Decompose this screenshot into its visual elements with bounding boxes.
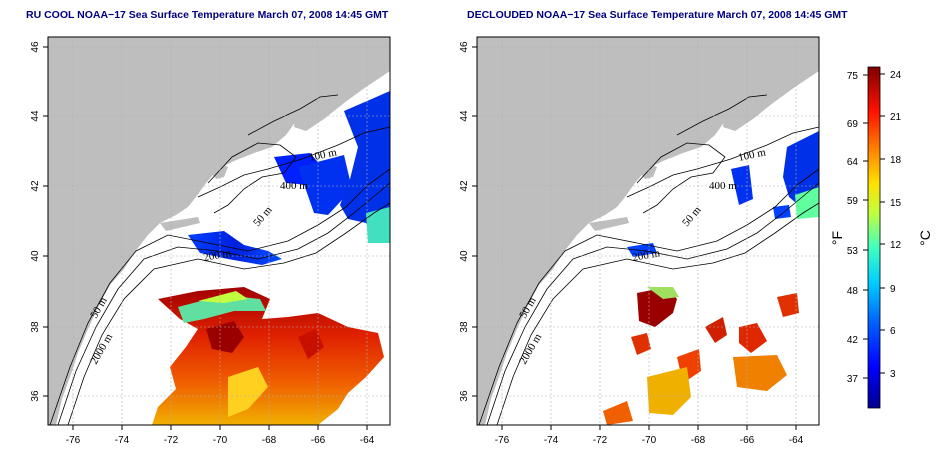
right-x-tick: -64 [789, 435, 804, 446]
right-y-tick: 38 [459, 321, 470, 333]
right-panel-title: DECLOUDED NOAA−17 Sea Surface Temperatur… [467, 9, 848, 21]
colorbar-celsius-tick: 9 [890, 284, 896, 295]
colorbar-celsius-tick: 21 [890, 112, 902, 123]
left-y-tick: 42 [30, 180, 41, 192]
left-x-tick: -70 [213, 435, 228, 446]
left-y-axis: 36 38 40 42 44 46 [30, 41, 48, 402]
left-x-tick: -64 [360, 435, 375, 446]
left-x-tick: -76 [66, 435, 81, 446]
right-map-area: 100 m 400 m 50 m 200 m 50 m 2000 m [476, 36, 820, 426]
right-contour-label-100m: 100 m [737, 146, 767, 164]
left-sst-cool-patch [144, 91, 390, 265]
left-x-tick: -66 [311, 435, 326, 446]
colorbar-fahrenheit-unit: °F [829, 231, 845, 245]
left-contour-label-200m: 200 m [202, 247, 232, 264]
colorbar-fahrenheit-tick: 48 [847, 286, 859, 297]
left-x-tick: -68 [262, 435, 277, 446]
colorbar-fahrenheit-tick: 37 [847, 374, 859, 385]
left-x-axis: -76 -74 -72 -70 -68 -66 -64 [66, 425, 375, 446]
left-y-tick: 36 [30, 390, 41, 402]
left-contour-label-400m: 400 m [280, 180, 308, 192]
right-contour-label-400m: 400 m [709, 180, 737, 192]
left-y-tick: 46 [30, 41, 41, 53]
right-y-tick: 44 [459, 110, 470, 122]
right-x-tick: -70 [642, 435, 657, 446]
colorbar-celsius-tick: 24 [890, 70, 902, 81]
left-panel-title: RU COOL NOAA−17 Sea Surface Temperature … [26, 9, 389, 21]
right-x-tick: -76 [495, 435, 510, 446]
colorbar-fahrenheit-tick: 42 [847, 335, 859, 346]
colorbar-celsius-tick: 12 [890, 240, 902, 251]
right-graticule [477, 37, 819, 425]
left-x-tick: -74 [115, 435, 130, 446]
colorbar-fahrenheit-tick: 64 [847, 157, 859, 168]
right-contour-label-200m: 200 m [631, 247, 661, 264]
left-contour-label-100m: 100 m [308, 146, 338, 164]
colorbar-fahrenheit-tick: 59 [847, 196, 859, 207]
left-y-tick: 40 [30, 250, 41, 262]
temperature-colorbar: 75 69 64 59 53 48 42 37 24 21 18 15 12 9… [829, 66, 933, 409]
right-y-tick: 46 [459, 41, 470, 53]
right-y-axis: 36 38 40 42 44 46 [459, 41, 477, 402]
left-y-tick: 38 [30, 321, 41, 333]
colorbar-celsius-tick: 3 [890, 369, 896, 380]
left-y-tick: 44 [30, 110, 41, 122]
right-sst-warm-patch [603, 287, 799, 425]
colorbar-gradient [867, 66, 881, 409]
left-map-area: 100 m 400 m 50 m 200 m 50 m 2000 m [47, 36, 391, 426]
left-sst-warm-patch [152, 287, 384, 425]
right-y-tick: 36 [459, 390, 470, 402]
colorbar-fahrenheit-tick: 53 [847, 246, 859, 257]
colorbar-celsius-tick: 18 [890, 155, 902, 166]
right-x-tick: -66 [740, 435, 755, 446]
right-map-frame [476, 36, 820, 426]
left-graticule [48, 37, 390, 425]
colorbar-celsius-tick: 15 [890, 198, 902, 209]
right-map-panel: DECLOUDED NOAA−17 Sea Surface Temperatur… [459, 9, 848, 446]
right-x-tick: -68 [691, 435, 706, 446]
right-x-tick: -74 [544, 435, 559, 446]
left-map-panel: RU COOL NOAA−17 Sea Surface Temperature … [26, 9, 391, 446]
colorbar-fahrenheit-tick: 69 [847, 119, 859, 130]
left-x-tick: -72 [164, 435, 179, 446]
colorbar-celsius-tick: 6 [890, 326, 896, 337]
right-y-tick: 42 [459, 180, 470, 192]
right-x-tick: -72 [593, 435, 608, 446]
left-map-frame [47, 36, 391, 426]
colorbar-fahrenheit-tick: 75 [847, 71, 859, 82]
colorbar-celsius-unit: °C [917, 230, 933, 246]
right-y-tick: 40 [459, 250, 470, 262]
right-x-axis: -76 -74 -72 -70 -68 -66 -64 [495, 425, 804, 446]
